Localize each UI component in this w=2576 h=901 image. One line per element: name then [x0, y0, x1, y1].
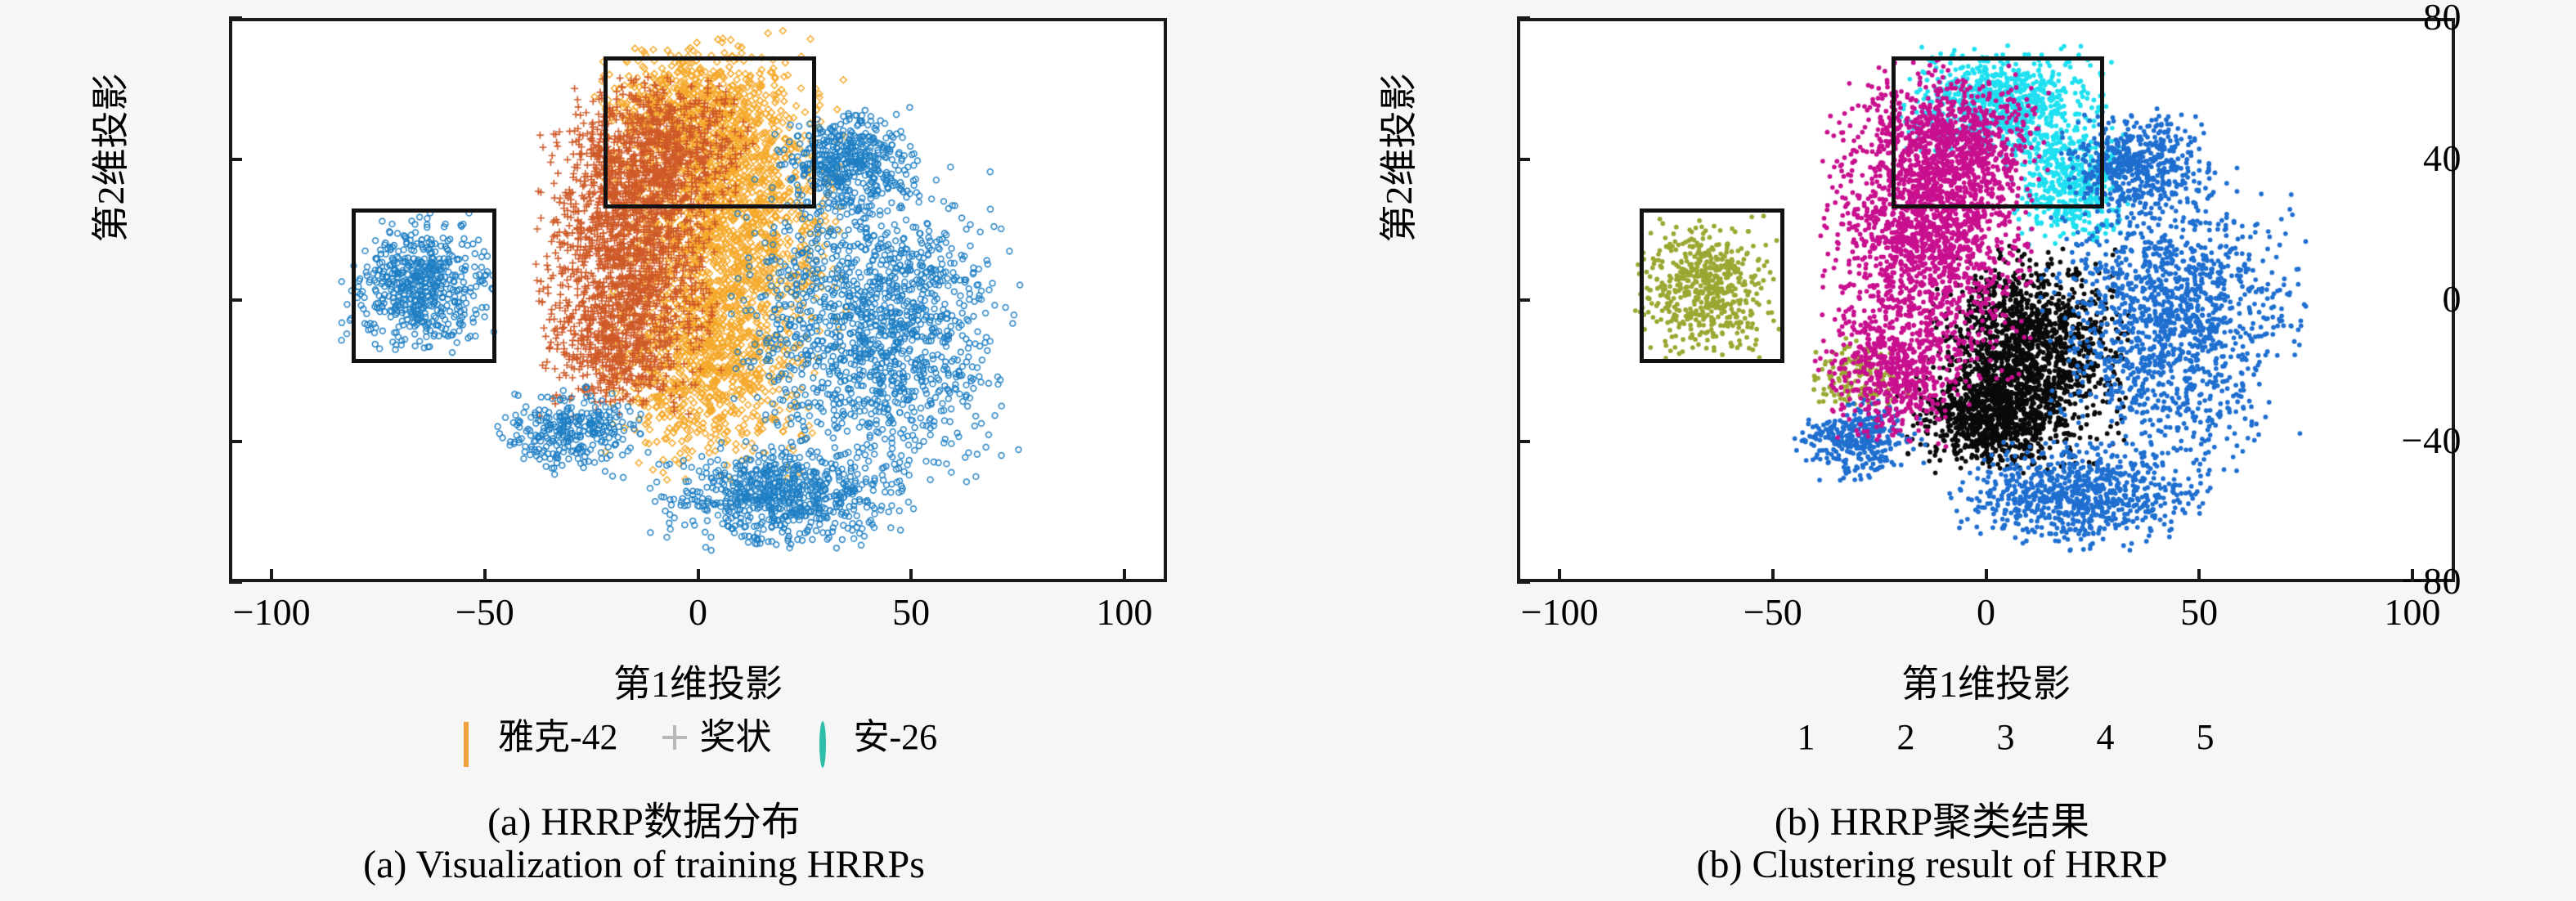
x-tick-mark — [1122, 569, 1126, 582]
scatter-canvas-b — [1520, 21, 2452, 579]
y-tick-label: 80 — [2423, 0, 2462, 38]
legend-label: 奖状 — [699, 717, 772, 757]
legend-label: 雅克-42 — [497, 717, 618, 757]
x-tick-label: −100 — [232, 591, 311, 633]
panel-b-caption-cn: (b) HRRP聚类结果 — [1774, 800, 2090, 844]
dot-marker-icon — [1758, 724, 1786, 751]
panel-a-caption-cn: (a) HRRP数据分布 — [487, 800, 801, 844]
y-tick-label: −40 — [2401, 419, 2462, 461]
x-axis-title-b: 第1维投影 — [1901, 663, 2071, 705]
plot-area-b — [1517, 18, 2455, 582]
legend-label: 5 — [2196, 717, 2215, 757]
y-tick-mark — [1517, 298, 1530, 302]
x-tick-mark — [1770, 569, 1775, 582]
legend-item-2[interactable]: 2 — [1858, 719, 1915, 755]
legend-a: 雅克-42 奖状 安-26 — [229, 717, 1167, 768]
x-tick-label: 50 — [2180, 591, 2219, 633]
x-axis-title-a: 第1维投影 — [613, 663, 783, 705]
legend-b: 1 2 3 4 5 — [1517, 719, 2455, 755]
highlight-rect-top-a — [603, 56, 817, 208]
y-tick-label: 40 — [2423, 137, 2462, 179]
y-tick-mark — [229, 298, 242, 302]
x-tick-label: 50 — [892, 591, 931, 633]
highlight-rect-left-a — [351, 208, 497, 364]
legend-item-1[interactable]: 1 — [1758, 719, 1815, 755]
y-tick-mark — [229, 157, 242, 161]
highlight-rect-left-b — [1639, 208, 1785, 364]
x-tick-label: 100 — [2384, 591, 2441, 633]
legend-label: 安-26 — [853, 717, 938, 757]
legend-label: 1 — [1797, 717, 1815, 757]
x-tick-label: 100 — [1096, 591, 1153, 633]
x-tick-mark — [482, 569, 487, 582]
y-tick-mark — [229, 580, 242, 584]
x-tick-mark — [696, 569, 700, 582]
y-tick-mark — [1517, 439, 1530, 443]
y-axis-title-a: 第2维投影 — [90, 73, 132, 243]
dot-marker-icon — [2058, 724, 2085, 751]
legend-label: 4 — [2096, 717, 2115, 757]
legend-item-5[interactable]: 5 — [2157, 719, 2215, 755]
x-tick-mark — [1558, 569, 1562, 582]
x-tick-label: −50 — [455, 591, 514, 633]
legend-item-4[interactable]: 4 — [2058, 719, 2115, 755]
y-tick-mark — [229, 439, 242, 443]
y-tick-mark — [1517, 580, 1530, 584]
dot-marker-icon — [1858, 724, 1886, 751]
plus-marker-icon — [661, 724, 689, 751]
legend-item-奖状[interactable]: 奖状 — [661, 719, 772, 755]
scatter-canvas-a — [232, 21, 1164, 579]
legend-label: 3 — [1996, 717, 2015, 757]
y-tick-label: 0 — [2442, 278, 2462, 320]
y-tick-mark — [1517, 16, 1530, 20]
y-tick-mark — [1517, 157, 1530, 161]
panel-b-caption-en: (b) Clustering result of HRRP — [1696, 843, 2168, 886]
dot-marker-icon — [2157, 724, 2185, 751]
x-tick-mark — [2410, 569, 2414, 582]
legend-item-安-26[interactable]: 安-26 — [815, 717, 938, 768]
x-tick-mark — [270, 569, 274, 582]
panel-a-caption-en: (a) Visualization of training HRRPs — [363, 843, 925, 886]
x-tick-label: −100 — [1520, 591, 1599, 633]
x-tick-mark — [909, 569, 913, 582]
y-tick-mark — [229, 16, 242, 20]
x-tick-mark — [2197, 569, 2201, 582]
x-tick-mark — [1984, 569, 1988, 582]
y-axis-title-b: 第2维投影 — [1378, 73, 1420, 243]
legend-item-3[interactable]: 3 — [1958, 719, 2015, 755]
x-tick-label: 0 — [1977, 591, 1995, 633]
legend-label: 2 — [1896, 717, 1915, 757]
dot-marker-icon — [1958, 724, 1986, 751]
x-tick-label: 0 — [689, 591, 707, 633]
circle-marker-icon — [815, 721, 842, 768]
highlight-rect-top-b — [1891, 56, 2105, 208]
plot-area-a — [229, 18, 1167, 582]
diamond-marker-icon — [459, 722, 487, 767]
legend-item-雅克-42[interactable]: 雅克-42 — [459, 717, 618, 767]
x-tick-label: −50 — [1743, 591, 1802, 633]
